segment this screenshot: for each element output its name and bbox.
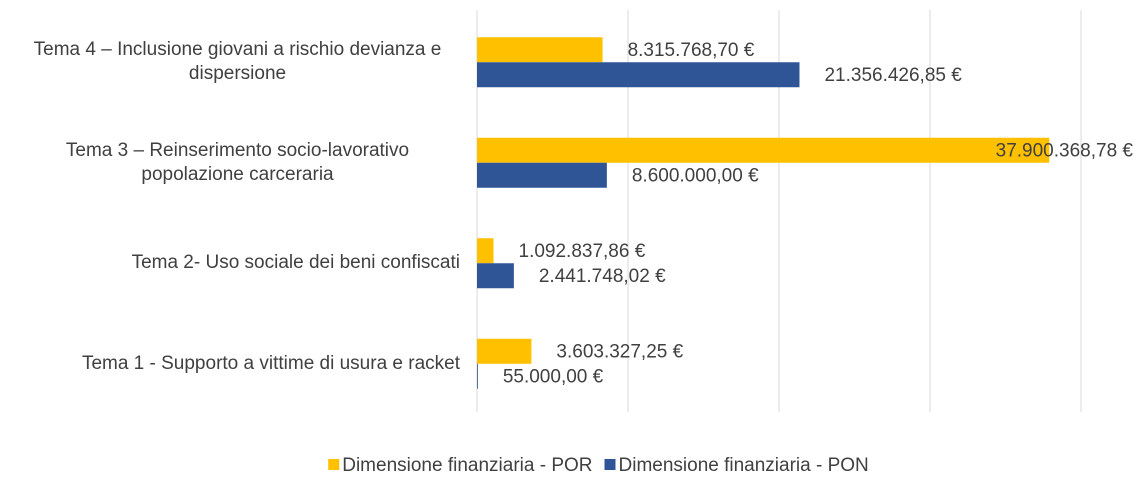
bar: [477, 363, 478, 389]
legend-label: Dimensione finanziaria - PON: [619, 455, 869, 476]
y-tick-label: Tema 4 – Inclusione giovani a rischio de…: [0, 38, 460, 86]
y-tick-label: Tema 1 - Supporto a vittime di usura e r…: [0, 352, 460, 376]
y-tick-label: Tema 2- Uso sociale dei beni confiscati: [0, 251, 460, 275]
category-text: Tema 4 – Inclusione giovani a rischio de…: [33, 39, 442, 85]
legend-label: Dimensione finanziaria - POR: [342, 455, 592, 476]
bar: [477, 238, 494, 264]
legend-swatch: [328, 459, 340, 470]
data-label: 1.092.837,86 €: [519, 241, 646, 262]
bar: [477, 162, 607, 188]
data-label: 2.441.748,02 €: [539, 266, 666, 287]
category-text: Tema 1 - Supporto a vittime di usura e r…: [81, 352, 460, 374]
category-text: Tema 2- Uso sociale dei beni confiscati: [131, 252, 460, 274]
data-label: 21.356.426,85 €: [824, 65, 962, 86]
bar: [477, 263, 514, 289]
category-text: Tema 3 – Reinserimento socio-lavorativo …: [65, 139, 410, 185]
data-label: 8.315.768,70 €: [628, 40, 755, 61]
data-label: 3.603.327,25 €: [556, 341, 683, 362]
bar: [477, 37, 603, 63]
bar: [477, 62, 800, 88]
data-label: 37.900.368,78 €: [996, 140, 1134, 161]
data-label: 55.000,00 €: [503, 366, 604, 387]
data-label: 8.600.000,00 €: [632, 165, 759, 186]
legend-swatch: [604, 459, 616, 470]
bar: [477, 137, 1050, 163]
bar: [477, 338, 532, 364]
y-tick-label: Tema 3 – Reinserimento socio-lavorativo …: [0, 139, 460, 187]
